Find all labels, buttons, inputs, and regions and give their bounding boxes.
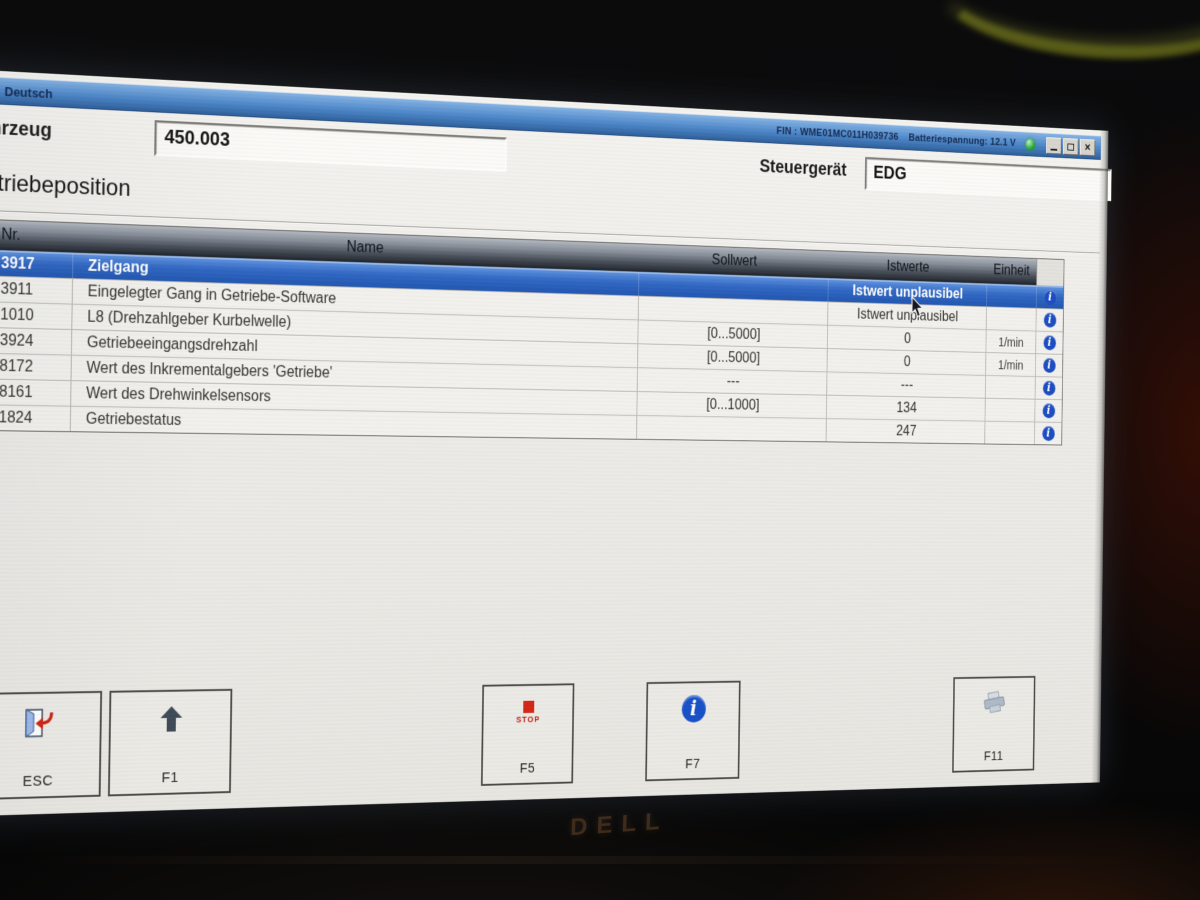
row-istwert: 134: [825, 395, 985, 421]
close-button[interactable]: ✕: [1079, 138, 1096, 156]
row-nr: 3917: [0, 254, 35, 273]
row-sollwert: [0...5000]: [637, 344, 827, 372]
info-icon[interactable]: i: [1042, 357, 1056, 374]
info-icon[interactable]: i: [1041, 425, 1055, 442]
row-einheit: 1/min: [985, 352, 1036, 377]
row-sollwert: [0...5000]: [637, 320, 828, 349]
row-nr: 1824: [0, 408, 33, 427]
f1-key-label: F1: [161, 769, 179, 787]
minimize-button[interactable]: [1046, 136, 1062, 155]
f7-info-button[interactable]: i F7: [645, 680, 741, 782]
row-einheit: [985, 307, 1036, 331]
row-einheit: [986, 284, 1037, 308]
window-title: Deutsch: [4, 83, 53, 101]
f5-key-label: F5: [519, 760, 536, 777]
status-led-icon: [1025, 138, 1036, 151]
stop-icon: STOP: [516, 698, 541, 725]
f11-key-label: F11: [983, 748, 1004, 764]
row-nr: 8172: [0, 357, 34, 375]
row-sollwert: [636, 415, 826, 442]
column-header-einheit: Einheit: [993, 262, 1030, 279]
row-istwert: ---: [826, 372, 986, 398]
row-nr: 1010: [0, 306, 34, 324]
row-istwert: 0: [826, 325, 986, 353]
restore-icon: [1067, 142, 1075, 151]
info-icon[interactable]: i: [1043, 335, 1056, 351]
column-header-info: [1036, 258, 1064, 287]
page-title: Getriebeposition: [0, 168, 131, 202]
row-nr: 3911: [0, 280, 34, 299]
stop-icon-label: STOP: [516, 714, 541, 725]
row-nr: 8161: [0, 383, 33, 401]
info-icon[interactable]: i: [1042, 403, 1055, 419]
info-icon[interactable]: i: [1042, 380, 1056, 396]
print-icon: [981, 688, 1008, 717]
row-istwert: 247: [825, 418, 985, 444]
f11-print-button[interactable]: F11: [952, 675, 1036, 773]
f7-key-label: F7: [685, 756, 701, 772]
info-icon[interactable]: i: [1043, 312, 1057, 328]
ecu-field[interactable]: EDG: [864, 156, 1112, 202]
minimize-icon: [1050, 148, 1058, 151]
mouse-cursor: [911, 297, 925, 319]
laptop-screen: Deutsch FIN : WME01MC011H039736 Batterie…: [0, 66, 1112, 819]
esc-button[interactable]: ESC: [0, 690, 103, 801]
ecu-label: Steuergerät: [759, 156, 847, 181]
row-istwert: 0: [826, 348, 986, 375]
column-header-nr: Nr.: [1, 226, 21, 244]
f5-stop-button[interactable]: STOP F5: [480, 683, 575, 786]
column-header-istwerte: Istwerte: [886, 258, 930, 276]
values-table: Nr. Name Sollwert Istwerte Einheit 3917 …: [0, 218, 1065, 446]
row-sollwert: ---: [636, 368, 827, 395]
row-sollwert: [0...1000]: [636, 391, 827, 419]
row-istwert: Istwert unplausibel: [827, 302, 987, 330]
up-arrow-icon: [159, 706, 183, 732]
battery-voltage-label: Batteriespannung: 12.1 V: [908, 132, 1016, 149]
laptop-base-edge: [0, 856, 1200, 864]
row-einheit: [984, 398, 1035, 422]
vehicle-label: Fahrzeug: [0, 115, 52, 142]
vehicle-field[interactable]: 450.003: [154, 120, 507, 173]
info-icon: i: [681, 694, 706, 723]
f1-button[interactable]: F1: [107, 688, 233, 797]
column-header-sollwert: Sollwert: [711, 252, 758, 270]
esc-key-label: ESC: [22, 772, 54, 790]
exit-door-icon: [22, 706, 56, 740]
row-einheit: [984, 421, 1035, 445]
restore-button[interactable]: [1062, 137, 1079, 155]
row-nr: 3924: [0, 331, 34, 350]
fin-label: FIN : WME01MC011H039736: [776, 125, 899, 143]
row-einheit: 1/min: [985, 330, 1036, 354]
info-icon[interactable]: i: [1043, 289, 1057, 306]
function-key-bar: ESC F1 STOP F5 i F7: [0, 675, 1101, 804]
row-einheit: [984, 375, 1035, 399]
dell-logo: DELL: [569, 807, 670, 842]
